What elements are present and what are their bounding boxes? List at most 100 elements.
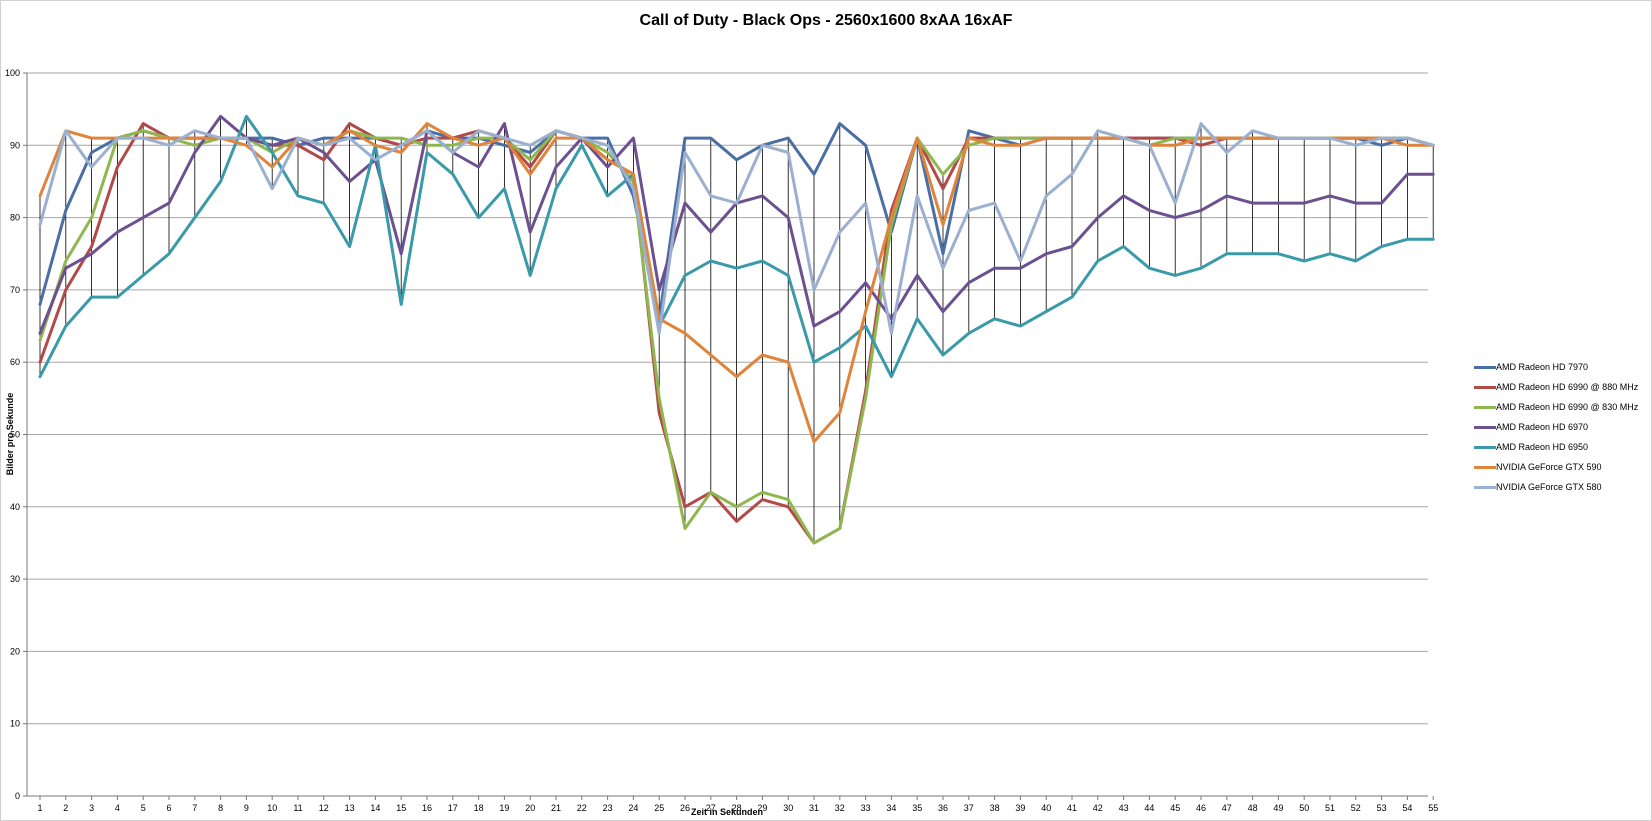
x-tick-label: 44 [1144, 803, 1154, 813]
x-tick-label: 22 [577, 803, 587, 813]
x-tick-label: 42 [1093, 803, 1103, 813]
legend-item: AMD Radeon HD 6990 @ 880 MHz [1474, 380, 1652, 400]
x-tick-label: 13 [345, 803, 355, 813]
legend-swatch [1474, 426, 1496, 429]
x-tick-label: 40 [1041, 803, 1051, 813]
x-tick-label: 23 [603, 803, 613, 813]
y-tick-label: 80 [10, 213, 20, 223]
y-tick-label: 0 [15, 791, 20, 801]
x-tick-label: 21 [551, 803, 561, 813]
legend-label: AMD Radeon HD 6970 [1496, 422, 1589, 432]
series-lines [38, 114, 1435, 545]
x-tick-label: 33 [861, 803, 871, 813]
legend-item: NVIDIA GeForce GTX 590 [1474, 460, 1652, 480]
x-tick-label: 4 [115, 803, 120, 813]
x-tick-label: 51 [1325, 803, 1335, 813]
drop-lines [39, 116, 1434, 543]
x-tick-label: 46 [1196, 803, 1206, 813]
legend-item: AMD Radeon HD 6970 [1474, 420, 1652, 440]
y-tick-label: 90 [10, 140, 20, 150]
x-tick-label: 11 [293, 803, 302, 813]
x-tick-label: 34 [886, 803, 896, 813]
x-tick-label: 16 [422, 803, 432, 813]
legend-label: AMD Radeon HD 7970 [1496, 362, 1589, 372]
x-tick-label: 8 [218, 803, 223, 813]
x-tick-label: 12 [319, 803, 329, 813]
legend-item: AMD Radeon HD 7970 [1474, 360, 1652, 380]
x-tick-label: 3 [89, 803, 94, 813]
x-tick-label: 26 [680, 803, 690, 813]
x-tick-labels: 1 2 3 4 5 6 7 8 9 10 11 12 13 14 15 16 17 18 19 20 21 22 23 24 2… [37, 803, 1438, 813]
y-tick-label: 20 [10, 646, 20, 656]
legend-label: AMD Radeon HD 6990 @ 830 MHz [1496, 402, 1639, 412]
legend: AMD Radeon HD 7970 AMD Radeon HD 6990 @ 8… [1474, 360, 1652, 500]
x-tick-label: 47 [1222, 803, 1232, 813]
x-tick-label: 37 [964, 803, 974, 813]
legend-swatch [1474, 406, 1496, 409]
y-tick-label: 70 [10, 285, 20, 295]
y-tick-label: 10 [10, 719, 20, 729]
x-tick-label: 6 [166, 803, 171, 813]
axes [23, 72, 1434, 800]
legend-item: NVIDIA GeForce GTX 580 [1474, 480, 1652, 500]
x-tick-label: 31 [809, 803, 819, 813]
x-tick-label: 9 [244, 803, 249, 813]
gridlines [27, 72, 1428, 725]
x-tick-label: 10 [267, 803, 277, 813]
x-tick-label: 28 [732, 803, 742, 813]
y-tick-label: 40 [10, 502, 20, 512]
x-tick-label: 52 [1351, 803, 1361, 813]
x-tick-label: 43 [1119, 803, 1129, 813]
x-tick-label: 2 [63, 803, 68, 813]
y-tick-labels: 0 10 20 30 40 50 60 70 80 90 100 [5, 68, 20, 801]
x-tick-label: 7 [192, 803, 197, 813]
x-tick-label: 53 [1377, 803, 1387, 813]
legend-swatch [1474, 486, 1496, 489]
x-tick-label: 14 [370, 803, 380, 813]
y-tick-label: 30 [10, 574, 20, 584]
legend-label: AMD Radeon HD 6990 @ 880 MHz [1496, 382, 1639, 392]
legend-label: NVIDIA GeForce GTX 580 [1496, 482, 1602, 492]
y-tick-label: 100 [5, 68, 20, 78]
x-tick-label: 54 [1402, 803, 1412, 813]
x-tick-label: 49 [1273, 803, 1283, 813]
x-tick-label: 18 [474, 803, 484, 813]
legend-label: AMD Radeon HD 6950 [1496, 442, 1589, 452]
x-tick-label: 50 [1299, 803, 1309, 813]
legend-swatch [1474, 386, 1496, 389]
x-tick-label: 41 [1067, 803, 1077, 813]
x-tick-label: 1 [37, 803, 42, 813]
y-tick-label: 50 [10, 430, 20, 440]
x-tick-label: 45 [1170, 803, 1180, 813]
legend-swatch [1474, 446, 1496, 449]
x-tick-label: 17 [448, 803, 458, 813]
legend-label: NVIDIA GeForce GTX 590 [1496, 462, 1602, 472]
x-tick-label: 32 [835, 803, 845, 813]
x-tick-label: 15 [396, 803, 406, 813]
x-tick-label: 19 [499, 803, 509, 813]
x-tick-label: 24 [628, 803, 638, 813]
legend-item: AMD Radeon HD 6990 @ 830 MHz [1474, 400, 1652, 420]
x-tick-label: 25 [654, 803, 664, 813]
x-tick-label: 35 [912, 803, 922, 813]
y-tick-label: 60 [10, 357, 20, 367]
x-tick-label: 48 [1248, 803, 1258, 813]
x-tick-label: 29 [757, 803, 767, 813]
chart-title: Call of Duty - Black Ops - 2560x1600 8xA… [639, 12, 1013, 29]
x-tick-label: 55 [1428, 803, 1438, 813]
x-axis-label: Zeit in Sekunden [690, 807, 764, 817]
x-tick-label: 38 [990, 803, 1000, 813]
series-line-7 [38, 122, 1435, 335]
x-tick-label: 39 [1015, 803, 1025, 813]
legend-swatch [1474, 366, 1496, 369]
series-line-6 [38, 122, 1435, 444]
legend-item: AMD Radeon HD 6950 [1474, 440, 1652, 460]
x-tick-label: 27 [706, 803, 716, 813]
x-tick-label: 5 [141, 803, 146, 813]
x-tick-label: 30 [783, 803, 793, 813]
legend-swatch [1474, 466, 1496, 469]
y-axis-label: Bilder pro Sekunde [5, 392, 15, 476]
x-tick-label: 36 [938, 803, 948, 813]
x-tick-label: 20 [525, 803, 535, 813]
